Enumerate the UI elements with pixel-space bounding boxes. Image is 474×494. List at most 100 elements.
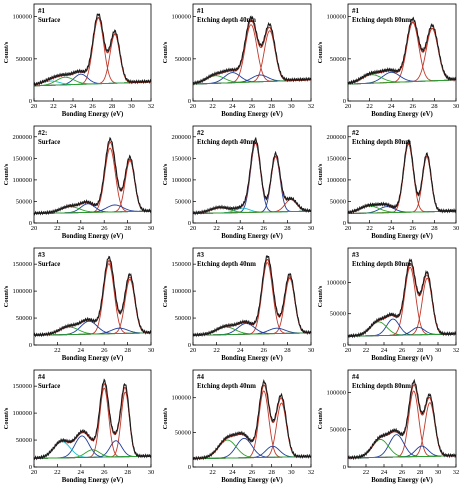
x-tick-label: 30: [148, 469, 155, 476]
measured-spectrum: [347, 139, 457, 215]
y-tick-label: 100000: [13, 410, 33, 417]
x-tick-label: 24: [70, 103, 77, 110]
x-tick-label: 32: [453, 469, 460, 476]
y-tick-label: 100000: [13, 177, 33, 184]
sample-label: #1: [38, 7, 46, 15]
y-tick-label: 0: [29, 342, 32, 349]
x-tick-label: 20: [190, 225, 197, 232]
x-tick-label: 28: [284, 347, 291, 354]
sample-label: #2:: [38, 129, 47, 137]
y-axis-label: Count/s: [162, 285, 169, 307]
measured-spectrum: [347, 258, 457, 339]
x-axis-label: Bonding Energy (eV): [221, 477, 283, 484]
xps-panel-7: 22 24 26 28 30 0 50000 100000 150000 Bonding Ener…: [3, 247, 154, 362]
xps-panel-9: 20 22 24 26 28 30 32 0 50000 100000 Bonding Energy…: [317, 247, 459, 362]
y-tick-label: 150000: [172, 155, 192, 162]
sample-label: #4: [38, 373, 46, 381]
background-line: [347, 333, 457, 337]
x-tick-label: 24: [237, 347, 244, 354]
y-axis-label: Count/s: [317, 285, 324, 307]
background-line: [192, 332, 312, 336]
measured-spectrum: [192, 379, 312, 461]
x-tick-label: 26: [249, 469, 256, 476]
x-axis-label: Bonding Energy (eV): [371, 233, 433, 240]
x-tick-label: 28: [268, 103, 275, 110]
y-tick-label: 50000: [330, 311, 346, 318]
x-tick-label: 22: [366, 103, 373, 110]
y-tick-label: 0: [29, 220, 32, 227]
x-tick-label: 26: [101, 347, 108, 354]
y-tick-label: 100000: [327, 389, 347, 396]
plot-frame: [192, 247, 312, 346]
y-tick-label: 150000: [13, 383, 33, 390]
background-line: [347, 210, 457, 214]
condition-label: Etching depth 80nm: [352, 383, 411, 390]
x-tick-label: 24: [388, 225, 395, 232]
y-tick-label: 50000: [175, 315, 191, 322]
y-tick-label: 50000: [330, 56, 346, 63]
condition-label: Etching depth 80nm: [352, 261, 411, 268]
x-axis-label: Bonding Energy (eV): [62, 233, 124, 240]
y-tick-label: 200000: [327, 134, 347, 141]
condition-label: Surface: [38, 139, 60, 146]
x-tick-label: 22: [54, 469, 61, 476]
x-axis-label: Bonding Energy (eV): [62, 477, 124, 484]
y-tick-label: 100000: [172, 177, 192, 184]
condition-label: Etching depth 40nm: [197, 383, 256, 390]
y-tick-label: 100000: [13, 288, 33, 295]
background-line: [347, 79, 457, 85]
sample-label: #1: [352, 7, 360, 15]
y-tick-label: 150000: [327, 155, 347, 162]
y-tick-label: 0: [343, 464, 346, 471]
x-tick-label: 28: [124, 469, 131, 476]
measured-spectrum: [192, 15, 312, 86]
sample-label: #2: [197, 129, 205, 137]
measured-spectrum: [33, 136, 152, 216]
plot-frame: [347, 3, 457, 102]
y-tick-label: 100000: [13, 14, 33, 21]
x-tick-label: 24: [229, 103, 236, 110]
y-tick-label: 100000: [172, 288, 192, 295]
x-tick-label: 28: [417, 347, 424, 354]
component-peak-1: [192, 390, 312, 460]
x-tick-label: 24: [78, 469, 85, 476]
measured-spectrum: [33, 378, 152, 461]
x-tick-label: 22: [363, 347, 370, 354]
x-tick-label: 32: [308, 469, 315, 476]
xps-panel-1: 20 22 24 26 28 30 32 0 50000 100000 Bonding Energy…: [3, 3, 154, 118]
x-tick-label: 22: [54, 347, 61, 354]
x-tick-label: 24: [381, 347, 388, 354]
y-tick-label: 50000: [16, 437, 32, 444]
x-tick-label: 26: [101, 469, 108, 476]
x-tick-label: 26: [261, 225, 268, 232]
component-peak-1: [33, 17, 152, 87]
xps-panel-12: 22 24 26 28 30 32 0 50000 100000 Bonding Energy (…: [317, 369, 460, 484]
x-tick-label: 22: [209, 469, 216, 476]
xps-panel-10: 20 22 24 26 28 30 0 50000 100000 150000 Bonding En…: [3, 369, 155, 484]
background-line: [33, 210, 152, 214]
x-tick-label: 30: [308, 347, 315, 354]
y-axis-label: Count/s: [3, 285, 10, 307]
y-tick-label: 0: [29, 464, 32, 471]
x-tick-label: 28: [268, 469, 275, 476]
y-tick-label: 200000: [13, 134, 33, 141]
x-tick-label: 22: [54, 225, 61, 232]
y-axis-label: Count/s: [317, 407, 324, 429]
condition-label: Surface: [38, 17, 60, 24]
y-tick-label: 0: [188, 342, 191, 349]
x-tick-label: 22: [366, 225, 373, 232]
x-tick-label: 20: [190, 347, 197, 354]
x-tick-label: 20: [345, 225, 352, 232]
x-tick-label: 24: [229, 469, 236, 476]
condition-label: Etching depth 40nm: [197, 261, 256, 268]
y-tick-label: 50000: [330, 427, 346, 434]
x-tick-label: 30: [435, 469, 442, 476]
x-tick-label: 24: [78, 225, 85, 232]
component-peak-2: [192, 156, 312, 214]
component-peak-2: [192, 402, 312, 460]
sample-label: #3: [197, 251, 205, 259]
x-axis-label: Bonding Energy (eV): [371, 477, 433, 484]
y-tick-label: 50000: [175, 198, 191, 205]
xps-panel-3: 20 22 24 26 28 30 0 50000 100000 Bonding Energy (…: [317, 3, 459, 118]
